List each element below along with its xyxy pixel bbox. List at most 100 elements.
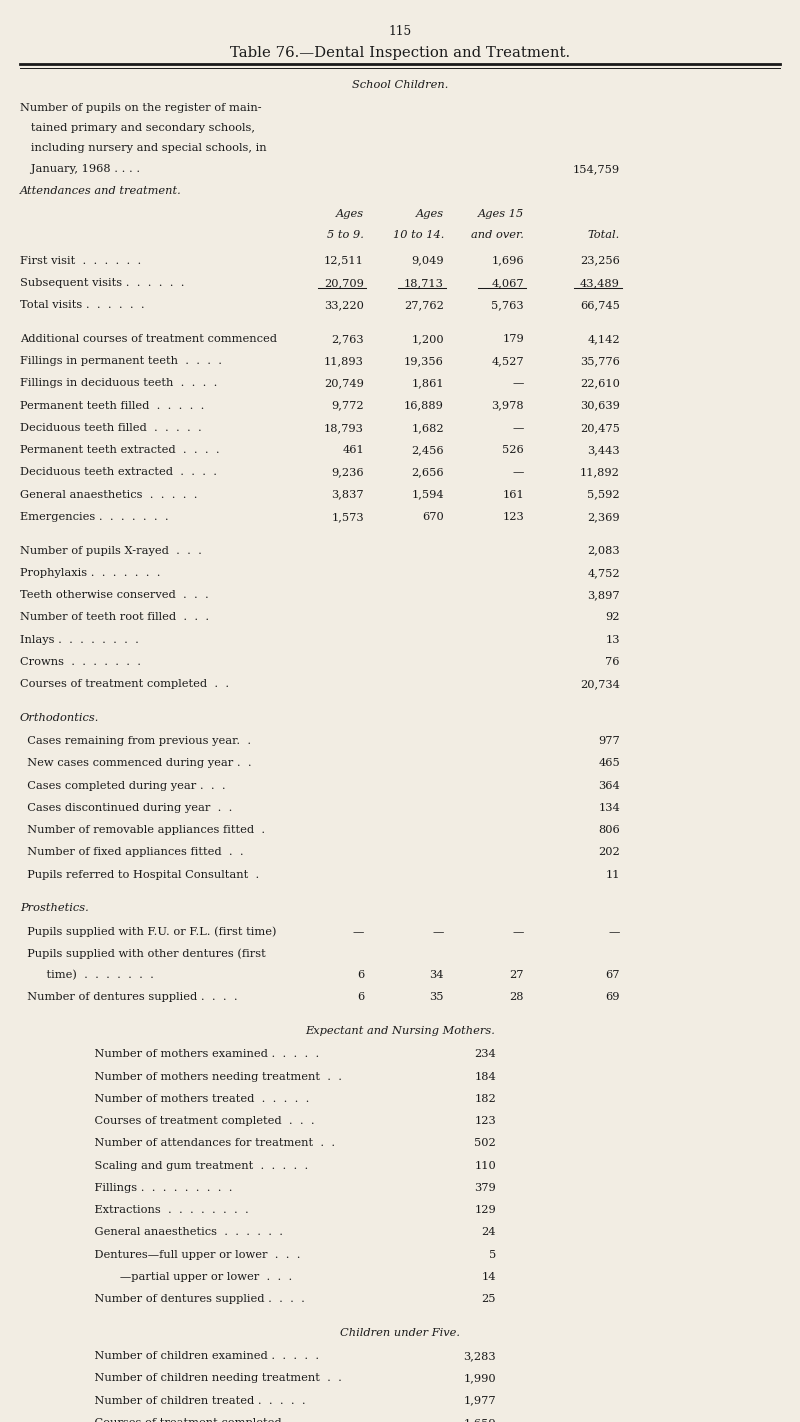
- Text: 4,527: 4,527: [491, 356, 524, 367]
- Text: 2,656: 2,656: [411, 468, 444, 478]
- Text: 33,220: 33,220: [324, 300, 364, 310]
- Text: Scaling and gum treatment  .  .  .  .  .: Scaling and gum treatment . . . . .: [80, 1160, 308, 1170]
- Text: 2,456: 2,456: [411, 445, 444, 455]
- Text: —: —: [513, 468, 524, 478]
- Text: 2,763: 2,763: [331, 334, 364, 344]
- Text: —: —: [513, 927, 524, 937]
- Text: Number of pupils X-rayed  .  .  .: Number of pupils X-rayed . . .: [20, 546, 202, 556]
- Text: 526: 526: [502, 445, 524, 455]
- Text: Deciduous teeth extracted  .  .  .  .: Deciduous teeth extracted . . . .: [20, 468, 217, 478]
- Text: 1,977: 1,977: [463, 1395, 496, 1406]
- Text: 20,709: 20,709: [324, 277, 364, 287]
- Text: 18,713: 18,713: [404, 277, 444, 287]
- Text: 134: 134: [598, 803, 620, 813]
- Text: Cases completed during year .  .  .: Cases completed during year . . .: [20, 781, 226, 791]
- Text: 1,682: 1,682: [411, 422, 444, 432]
- Text: Fillings in permanent teeth  .  .  .  .: Fillings in permanent teeth . . . .: [20, 356, 222, 367]
- Text: 92: 92: [606, 613, 620, 623]
- Text: 5 to 9.: 5 to 9.: [327, 229, 364, 239]
- Text: 1,200: 1,200: [411, 334, 444, 344]
- Text: 461: 461: [342, 445, 364, 455]
- Text: tained primary and secondary schools,: tained primary and secondary schools,: [20, 124, 255, 134]
- Text: 154,759: 154,759: [573, 164, 620, 173]
- Text: 3,443: 3,443: [587, 445, 620, 455]
- Text: 670: 670: [422, 512, 444, 522]
- Text: Teeth otherwise conserved  .  .  .: Teeth otherwise conserved . . .: [20, 590, 209, 600]
- Text: 6: 6: [357, 993, 364, 1003]
- Text: 18,793: 18,793: [324, 422, 364, 432]
- Text: Permanent teeth filled  .  .  .  .  .: Permanent teeth filled . . . . .: [20, 401, 204, 411]
- Text: 76: 76: [606, 657, 620, 667]
- Text: 24: 24: [482, 1227, 496, 1237]
- Text: 1,861: 1,861: [411, 378, 444, 388]
- Text: 234: 234: [474, 1049, 496, 1059]
- Text: Total.: Total.: [588, 229, 620, 239]
- Text: 123: 123: [474, 1116, 496, 1126]
- Text: Pupils supplied with other dentures (first: Pupils supplied with other dentures (fir…: [20, 948, 266, 960]
- Text: School Children.: School Children.: [352, 80, 448, 90]
- Text: 10 to 14.: 10 to 14.: [393, 229, 444, 239]
- Text: Children under Five.: Children under Five.: [340, 1328, 460, 1338]
- Text: 19,356: 19,356: [404, 356, 444, 367]
- Text: Dentures—full upper or lower  .  .  .: Dentures—full upper or lower . . .: [80, 1250, 301, 1260]
- Text: Deciduous teeth filled  .  .  .  .  .: Deciduous teeth filled . . . . .: [20, 422, 202, 432]
- Text: 25: 25: [482, 1294, 496, 1304]
- Text: —: —: [513, 378, 524, 388]
- Text: 3,283: 3,283: [463, 1351, 496, 1361]
- Text: 34: 34: [430, 970, 444, 980]
- Text: 379: 379: [474, 1183, 496, 1193]
- Text: 5: 5: [489, 1250, 496, 1260]
- Text: January, 1968 . . . .: January, 1968 . . . .: [20, 164, 140, 173]
- Text: Subsequent visits .  .  .  .  .  .: Subsequent visits . . . . . .: [20, 277, 185, 287]
- Text: Number of attendances for treatment  .  .: Number of attendances for treatment . .: [80, 1139, 335, 1149]
- Text: Table 76.—Dental Inspection and Treatment.: Table 76.—Dental Inspection and Treatmen…: [230, 46, 570, 60]
- Text: Pupils supplied with F.U. or F.L. (first time): Pupils supplied with F.U. or F.L. (first…: [20, 927, 277, 937]
- Text: —: —: [513, 422, 524, 432]
- Text: 2,083: 2,083: [587, 546, 620, 556]
- Text: 182: 182: [474, 1094, 496, 1103]
- Text: Pupils referred to Hospital Consultant  .: Pupils referred to Hospital Consultant .: [20, 870, 259, 880]
- Text: Number of children examined .  .  .  .  .: Number of children examined . . . . .: [80, 1351, 319, 1361]
- Text: 30,639: 30,639: [580, 401, 620, 411]
- Text: 202: 202: [598, 848, 620, 857]
- Text: Ages: Ages: [336, 209, 364, 219]
- Text: 1,573: 1,573: [331, 512, 364, 522]
- Text: 179: 179: [502, 334, 524, 344]
- Text: 9,236: 9,236: [331, 468, 364, 478]
- Text: 28: 28: [510, 993, 524, 1003]
- Text: Expectant and Nursing Mothers.: Expectant and Nursing Mothers.: [305, 1027, 495, 1037]
- Text: New cases commenced during year .  .: New cases commenced during year . .: [20, 758, 252, 768]
- Text: Number of mothers needing treatment  .  .: Number of mothers needing treatment . .: [80, 1072, 342, 1082]
- Text: time)  .  .  .  .  .  .  .: time) . . . . . . .: [32, 970, 154, 981]
- Text: 66,745: 66,745: [580, 300, 620, 310]
- Text: Number of children treated .  .  .  .  .: Number of children treated . . . . .: [80, 1395, 306, 1406]
- Text: —: —: [433, 927, 444, 937]
- Text: 13: 13: [606, 634, 620, 644]
- Text: Prosthetics.: Prosthetics.: [20, 903, 89, 913]
- Text: 20,749: 20,749: [324, 378, 364, 388]
- Text: 977: 977: [598, 737, 620, 747]
- Text: 3,978: 3,978: [491, 401, 524, 411]
- Text: Prophylaxis .  .  .  .  .  .  .: Prophylaxis . . . . . . .: [20, 567, 161, 577]
- Text: Attendances and treatment.: Attendances and treatment.: [20, 186, 182, 196]
- Text: Permanent teeth extracted  .  .  .  .: Permanent teeth extracted . . . .: [20, 445, 220, 455]
- Text: 502: 502: [474, 1139, 496, 1149]
- Text: Number of dentures supplied .  .  .  .: Number of dentures supplied . . . .: [80, 1294, 305, 1304]
- Text: Courses of treatment completed  .  .  .: Courses of treatment completed . . .: [80, 1116, 314, 1126]
- Text: Total visits .  .  .  .  .  .: Total visits . . . . . .: [20, 300, 145, 310]
- Text: Courses of treatment completed  .  .: Courses of treatment completed . .: [20, 680, 229, 690]
- Text: 20,475: 20,475: [580, 422, 620, 432]
- Text: 5,592: 5,592: [587, 489, 620, 499]
- Text: including nursery and special schools, in: including nursery and special schools, i…: [20, 144, 266, 154]
- Text: 161: 161: [502, 489, 524, 499]
- Text: 22,610: 22,610: [580, 378, 620, 388]
- Text: 110: 110: [474, 1160, 496, 1170]
- Text: 12,511: 12,511: [324, 256, 364, 266]
- Text: —partial upper or lower  .  .  .: —partial upper or lower . . .: [80, 1271, 292, 1281]
- Text: 23,256: 23,256: [580, 256, 620, 266]
- Text: 806: 806: [598, 825, 620, 835]
- Text: Additional courses of treatment commenced: Additional courses of treatment commence…: [20, 334, 277, 344]
- Text: 115: 115: [389, 24, 411, 38]
- Text: 123: 123: [502, 512, 524, 522]
- Text: 364: 364: [598, 781, 620, 791]
